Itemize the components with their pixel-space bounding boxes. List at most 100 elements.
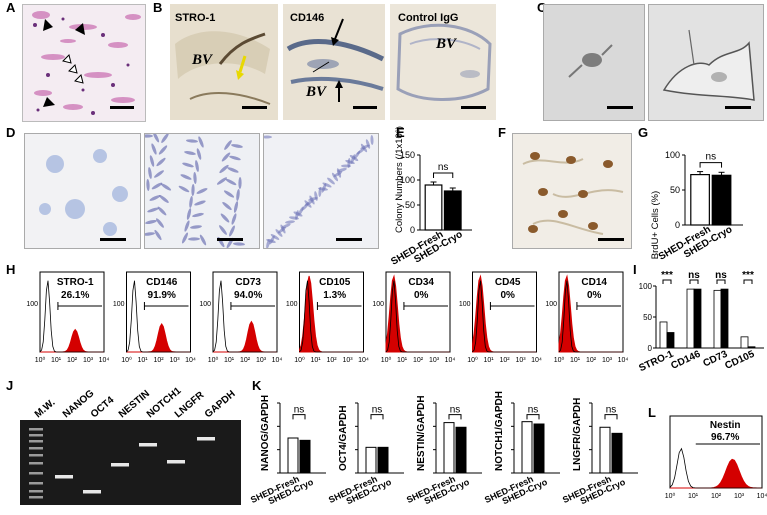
- panel-letter-k: K: [252, 378, 262, 393]
- x-tick-label: 10⁰: [467, 356, 478, 364]
- cell: [186, 139, 198, 143]
- marker-percent: 0%: [414, 290, 429, 301]
- significance-label: ns: [528, 404, 539, 415]
- cell: [266, 239, 270, 248]
- y-tick-label: 50: [405, 200, 415, 210]
- marker-name: STRO-1: [57, 277, 94, 288]
- significance-bracket: [448, 414, 462, 420]
- cell: [188, 237, 200, 241]
- x-tick-label: 10²: [711, 493, 722, 500]
- x-tick-label: 10¹: [310, 357, 321, 364]
- y-tick-label: 100: [286, 301, 298, 308]
- cell: [331, 172, 339, 182]
- bar-cryo: [377, 446, 389, 474]
- gel-band: [139, 443, 157, 447]
- marker-name: CD34: [408, 277, 434, 288]
- x-tick-label: 10³: [515, 357, 526, 364]
- plot-frame: [669, 415, 763, 489]
- significance-bracket: [292, 414, 306, 420]
- cell: [199, 234, 207, 246]
- y-tick-label: 50: [643, 313, 652, 322]
- y-tick-label: 100: [26, 301, 38, 308]
- cell: [223, 190, 235, 198]
- cell: [192, 212, 204, 218]
- cell: [285, 220, 295, 224]
- cell: [182, 232, 188, 244]
- scale-bar: [217, 238, 243, 241]
- bar-cryo: [443, 190, 462, 231]
- x-tick-label: 10⁴: [757, 493, 767, 500]
- cell: [189, 196, 193, 208]
- scale-bar: [725, 106, 751, 109]
- panel-b-label-cd146: CD146: [290, 12, 325, 24]
- cell: [229, 155, 241, 161]
- cell: [148, 167, 152, 179]
- x-tick-label: 10⁴: [358, 357, 369, 364]
- bar-fresh: [287, 437, 299, 474]
- significance-label: ns: [688, 270, 700, 281]
- flow-histogram-cd34: CD34 0% 100 10⁰ 10¹ 10² 10³ 10⁴: [372, 271, 455, 364]
- flow-histogram-cd73: CD73 94.0% 100 10⁰ 10¹ 10² 10³ 10⁴: [199, 271, 283, 364]
- x-tick-label: 10⁴: [272, 357, 283, 364]
- scale-bar: [100, 238, 126, 241]
- cell: [304, 200, 314, 206]
- plot-frame: [212, 271, 278, 353]
- arrowhead-icon: [43, 19, 53, 31]
- cell: [289, 216, 299, 220]
- significance-bracket: [699, 162, 723, 168]
- x-tick-label: 10⁰: [381, 356, 392, 364]
- cell: [220, 213, 230, 223]
- x-tick-label: 10³: [734, 493, 745, 500]
- bar-fresh: [599, 426, 611, 474]
- cell: [236, 189, 240, 201]
- x-tick-label: 10¹: [483, 357, 494, 364]
- panel-d-colony-dense-image: [144, 133, 260, 249]
- cell: [160, 183, 172, 191]
- marker-band: [29, 428, 43, 431]
- open-arrowhead-icon: [68, 64, 78, 74]
- cell: [147, 207, 159, 213]
- significance-label: ns: [450, 404, 461, 415]
- panel-letter-d: D: [6, 125, 16, 140]
- panel-letter-a: A: [6, 0, 16, 15]
- scale-bar: [353, 106, 377, 109]
- arrowhead-icon: [75, 23, 85, 35]
- panel-letter-f: F: [498, 125, 506, 140]
- significance-label: ns: [706, 152, 717, 163]
- panel-letter-j: J: [6, 378, 14, 393]
- panel-letter-i: I: [633, 262, 637, 277]
- significance-bracket: [662, 279, 672, 284]
- bar-cryo: [747, 346, 756, 349]
- open-arrowhead-icon: [62, 54, 72, 64]
- x-tick-label: 10⁴: [185, 357, 196, 364]
- panel-b-stro1-image: [170, 4, 278, 120]
- x-tick-label: 10²: [499, 357, 510, 364]
- y-axis-label: OCT4/GAPDH: [338, 405, 349, 471]
- x-tick-label: 10⁰: [554, 356, 565, 364]
- y-tick-label: 100: [199, 301, 211, 308]
- significance-bracket: [433, 172, 454, 178]
- marker-percent: 0%: [587, 290, 602, 301]
- x-tick-label: 10³: [342, 357, 353, 364]
- y-tick-label: 100: [372, 301, 384, 308]
- significance-bracket: [604, 414, 618, 420]
- scale-bar: [336, 238, 362, 241]
- x-tick-label: 10²: [586, 357, 597, 364]
- lane-label: GAPDH: [203, 389, 238, 421]
- cell: [151, 182, 163, 190]
- cell: [327, 177, 335, 185]
- gel-band: [55, 475, 73, 479]
- bar-cryo: [720, 288, 729, 349]
- lane-label: M.W.: [33, 397, 58, 420]
- cell: [318, 187, 322, 197]
- cell: [194, 200, 206, 206]
- y-tick-label: 150: [400, 150, 415, 160]
- panel-h-flow-histograms: STRO-1 26.1% 100 10⁰ 10¹ 10² 10³ 10⁴ CD146 91.9% 1…: [26, 271, 628, 364]
- marker-band: [29, 472, 43, 475]
- x-tick-label: 10²: [240, 357, 251, 364]
- x-tick-label: 10⁰: [208, 356, 219, 364]
- panel-c-cell-image-2: [648, 4, 764, 121]
- cell: [225, 178, 237, 186]
